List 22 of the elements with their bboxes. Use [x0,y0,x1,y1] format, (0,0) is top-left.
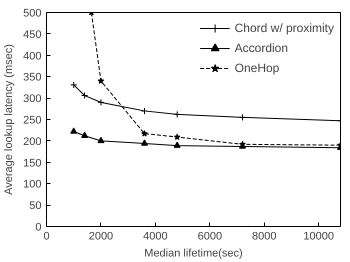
x-axis-title: Median lifetime(sec) [144,248,243,260]
y-tick-label: 100 [23,178,42,191]
x-tick-label: 4000 [143,230,168,242]
x-tick-label: 8000 [252,230,277,242]
y-tick-label: 200 [23,136,42,148]
y-tick-label: 0 [35,222,42,234]
y-tick-label: 400 [23,50,42,62]
y-tick-label: 250 [23,114,42,126]
y-tick-label: 350 [23,72,42,84]
y-tick-label: 500 [23,8,42,20]
x-tick-label: 10000 [303,230,334,242]
y-tick-label: 450 [23,28,42,41]
y-tick-label: 150 [23,157,42,170]
y-axis-title: Average lookup latency (msec) [3,44,16,195]
legend-label: Chord w/ proximity [234,21,334,35]
x-tick-label: 2000 [88,230,114,242]
legend-label: Accordion [234,41,288,55]
legend-label: OneHop [234,61,280,75]
x-tick-label: 0 [43,230,50,242]
x-tick-label: 6000 [198,230,222,242]
y-tick-label: 50 [29,200,42,212]
y-tick-label: 300 [23,93,42,106]
